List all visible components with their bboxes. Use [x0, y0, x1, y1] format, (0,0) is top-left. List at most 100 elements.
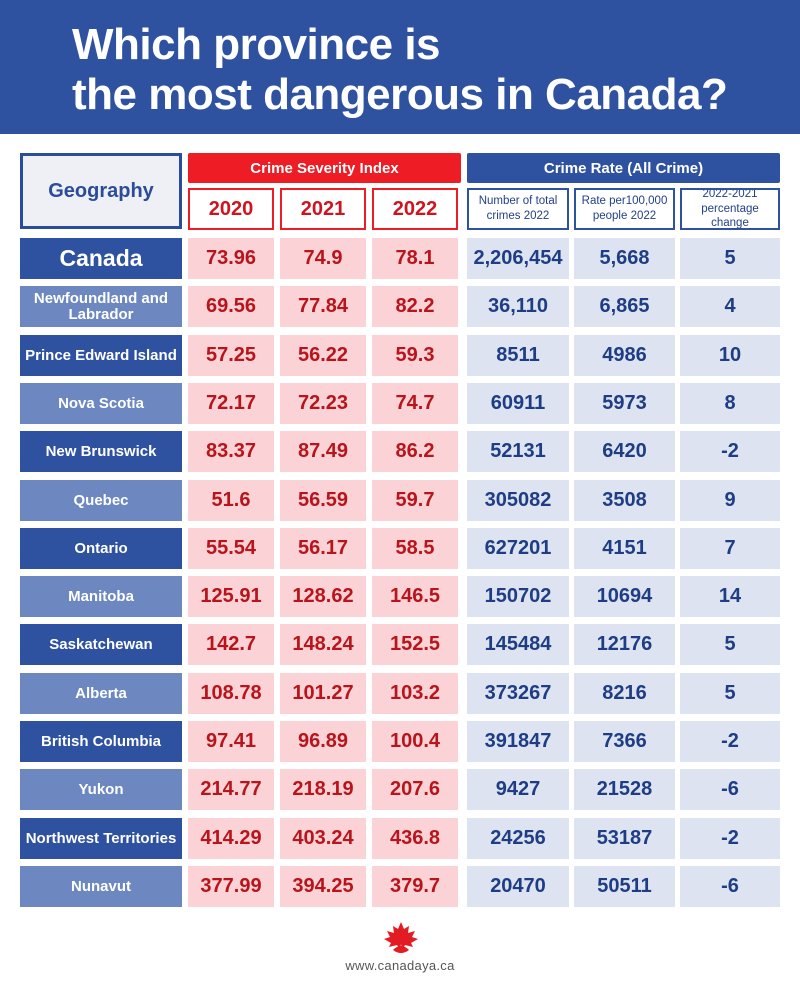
csi-value-cell: 82.2	[372, 286, 458, 327]
crime-rate-value-cell: -6	[680, 769, 780, 810]
crime-rate-value-cell: -6	[680, 866, 780, 907]
crime-rate-value-cell: 627201	[467, 528, 569, 569]
csi-value-cell: 101.27	[280, 673, 366, 714]
row-geography-label: Northwest Territories	[20, 818, 182, 859]
csi-value-cell: 59.3	[372, 335, 458, 376]
crime-rate-value-cell: -2	[680, 721, 780, 762]
csi-value-cell: 436.8	[372, 818, 458, 859]
year-header-2022: 2022	[372, 188, 458, 230]
csi-value-cell: 128.62	[280, 576, 366, 617]
crime-rate-value-cell: 52131	[467, 431, 569, 472]
crime-rate-value-cell: 8511	[467, 335, 569, 376]
year-header-2020: 2020	[188, 188, 274, 230]
rate-column-header: Rate per100,000 people 2022	[574, 188, 675, 230]
csi-value-cell: 125.91	[188, 576, 274, 617]
crime-rate-value-cell: 20470	[467, 866, 569, 907]
row-geography-label: Yukon	[20, 769, 182, 810]
csi-value-cell: 56.17	[280, 528, 366, 569]
crime-rate-value-cell: 8	[680, 383, 780, 424]
csi-value-cell: 56.22	[280, 335, 366, 376]
crime-rate-value-cell: 6,865	[574, 286, 675, 327]
csi-value-cell: 74.9	[280, 238, 366, 279]
crime-rate-value-cell: 5	[680, 673, 780, 714]
crime-rate-value-cell: 5	[680, 238, 780, 279]
row-geography-label: Alberta	[20, 673, 182, 714]
crime-rate-value-cell: 14	[680, 576, 780, 617]
rate-column-header: Number of total crimes 2022	[467, 188, 569, 230]
crime-rate-value-cell: 9	[680, 480, 780, 521]
csi-value-cell: 414.29	[188, 818, 274, 859]
csi-value-cell: 108.78	[188, 673, 274, 714]
crime-rate-value-cell: 5,668	[574, 238, 675, 279]
row-geography-label: Prince Edward Island	[20, 335, 182, 376]
csi-value-cell: 87.49	[280, 431, 366, 472]
csi-value-cell: 377.99	[188, 866, 274, 907]
row-geography-label: Ontario	[20, 528, 182, 569]
row-geography-label: Nunavut	[20, 866, 182, 907]
crime-rate-value-cell: 9427	[467, 769, 569, 810]
csi-value-cell: 55.54	[188, 528, 274, 569]
crime-rate-value-cell: 53187	[574, 818, 675, 859]
csi-value-cell: 100.4	[372, 721, 458, 762]
row-geography-label: Canada	[20, 238, 182, 279]
crime-rate-value-cell: 305082	[467, 480, 569, 521]
crime-rate-value-cell: 373267	[467, 673, 569, 714]
csi-value-cell: 59.7	[372, 480, 458, 521]
crime-rate-value-cell: -2	[680, 431, 780, 472]
csi-value-cell: 146.5	[372, 576, 458, 617]
csi-value-cell: 78.1	[372, 238, 458, 279]
crime-rate-value-cell: 5	[680, 624, 780, 665]
crime-rate-value-cell: 2,206,454	[467, 238, 569, 279]
csi-value-cell: 207.6	[372, 769, 458, 810]
crime-rate-value-cell: 60911	[467, 383, 569, 424]
geography-header: Geography	[20, 153, 182, 229]
page-title-line-1: Which province is	[72, 20, 441, 69]
csi-value-cell: 58.5	[372, 528, 458, 569]
crime-rate-value-cell: 7366	[574, 721, 675, 762]
crime-rate-value-cell: 10694	[574, 576, 675, 617]
maple-leaf-heart-icon	[384, 922, 418, 953]
crime-rate-value-cell: 145484	[467, 624, 569, 665]
csi-value-cell: 152.5	[372, 624, 458, 665]
csi-value-cell: 218.19	[280, 769, 366, 810]
csi-value-cell: 103.2	[372, 673, 458, 714]
crime-rate-value-cell: 4986	[574, 335, 675, 376]
rate-column-header: 2022-2021 percentage change	[680, 188, 780, 230]
csi-value-cell: 57.25	[188, 335, 274, 376]
crime-rate-value-cell: 4151	[574, 528, 675, 569]
csi-value-cell: 96.89	[280, 721, 366, 762]
year-header-2021: 2021	[280, 188, 366, 230]
crime-rate-value-cell: 7	[680, 528, 780, 569]
crime-rate-value-cell: 10	[680, 335, 780, 376]
csi-value-cell: 72.23	[280, 383, 366, 424]
row-geography-label: British Columbia	[20, 721, 182, 762]
crime-rate-value-cell: 3508	[574, 480, 675, 521]
row-geography-label: Quebec	[20, 480, 182, 521]
csi-value-cell: 214.77	[188, 769, 274, 810]
row-geography-label: Newfoundland and Labrador	[20, 286, 182, 327]
csi-value-cell: 74.7	[372, 383, 458, 424]
csi-value-cell: 72.17	[188, 383, 274, 424]
crime-rate-value-cell: 21528	[574, 769, 675, 810]
crime-rate-value-cell: -2	[680, 818, 780, 859]
crime-rate-value-cell: 4	[680, 286, 780, 327]
row-geography-label: New Brunswick	[20, 431, 182, 472]
crime-rate-value-cell: 6420	[574, 431, 675, 472]
crime-rate-value-cell: 50511	[574, 866, 675, 907]
csi-value-cell: 83.37	[188, 431, 274, 472]
csi-value-cell: 148.24	[280, 624, 366, 665]
crime-rate-value-cell: 150702	[467, 576, 569, 617]
csi-value-cell: 379.7	[372, 866, 458, 907]
crime-rate-value-cell: 36,110	[467, 286, 569, 327]
row-geography-label: Saskatchewan	[20, 624, 182, 665]
crime-rate-value-cell: 391847	[467, 721, 569, 762]
title-banner: Which province is the most dangerous in …	[0, 0, 800, 134]
csi-value-cell: 69.56	[188, 286, 274, 327]
csi-value-cell: 56.59	[280, 480, 366, 521]
csi-value-cell: 394.25	[280, 866, 366, 907]
csi-value-cell: 86.2	[372, 431, 458, 472]
csi-value-cell: 142.7	[188, 624, 274, 665]
crime-severity-index-header: Crime Severity Index	[188, 153, 461, 183]
crime-rate-value-cell: 5973	[574, 383, 675, 424]
csi-value-cell: 73.96	[188, 238, 274, 279]
